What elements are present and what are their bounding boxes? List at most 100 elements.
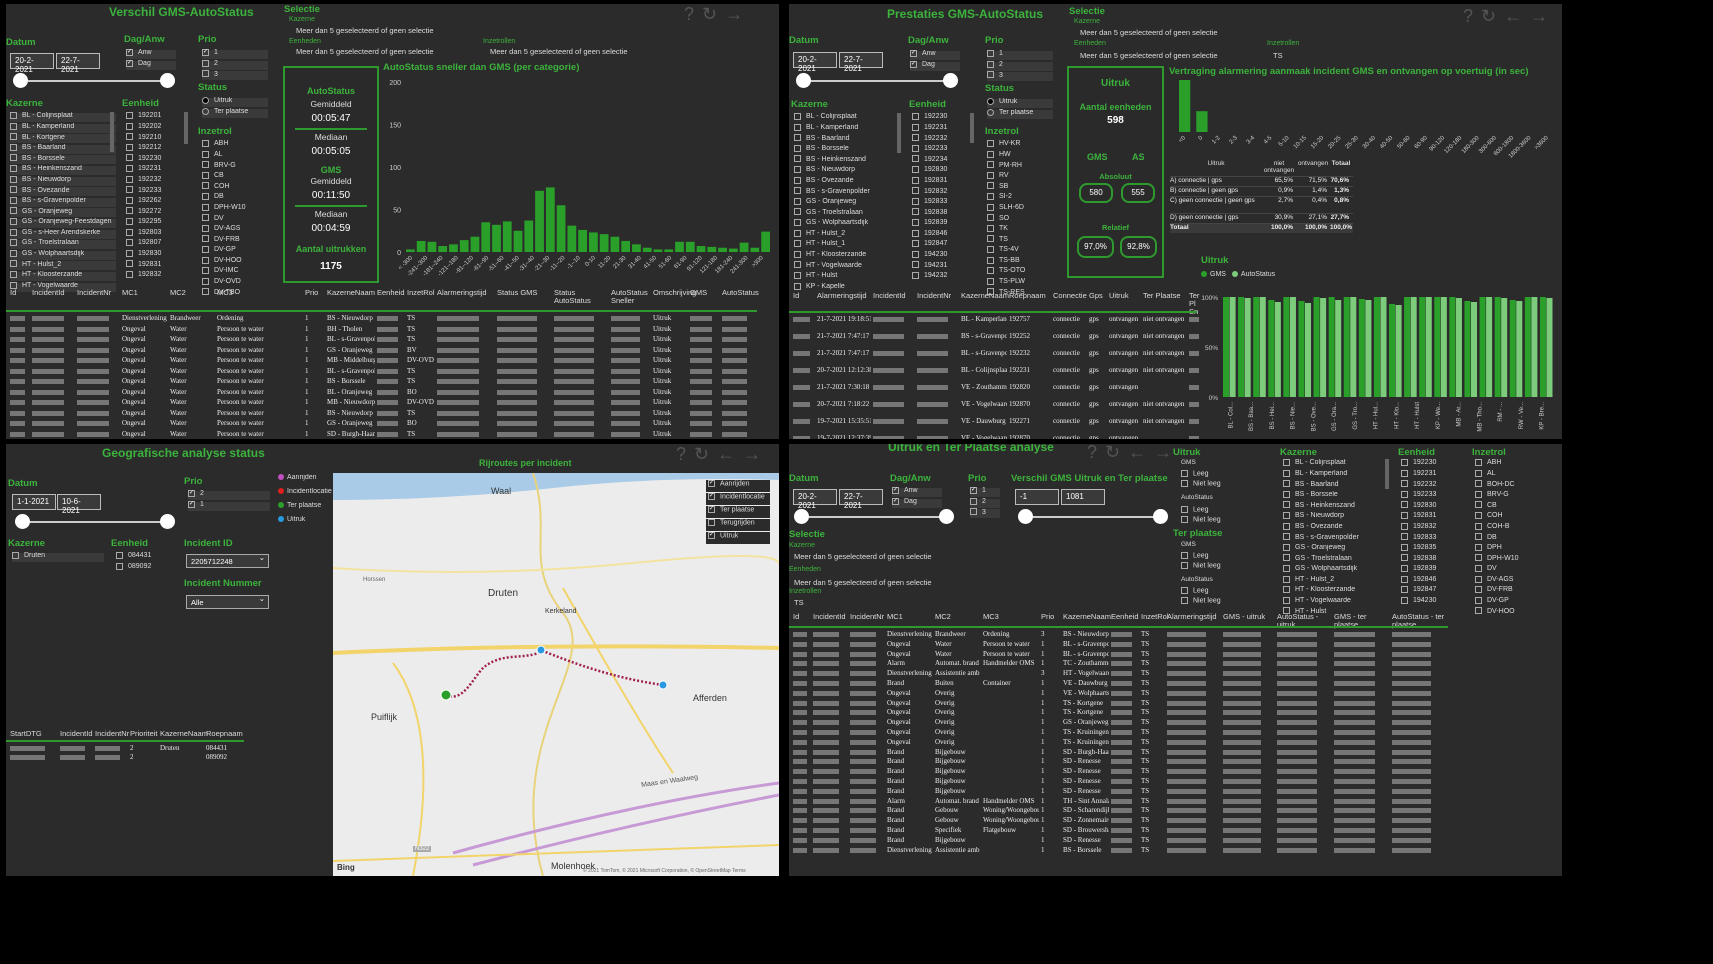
bar[interactable] — [621, 240, 631, 252]
list-item[interactable]: 192232 — [126, 175, 190, 187]
table-row[interactable]: Ongeval Water Persoon te water 1 BH - Tholen… — [6, 325, 757, 336]
layer-checkbox[interactable] — [708, 493, 715, 500]
list-item[interactable]: DPH-W10 — [202, 203, 274, 215]
bar-gms[interactable] — [1328, 297, 1335, 397]
checkbox[interactable] — [912, 134, 919, 142]
bar-autostatus[interactable] — [1486, 297, 1493, 397]
checkbox[interactable] — [10, 122, 17, 130]
list-item[interactable]: 192830 — [1401, 501, 1463, 512]
slider-handle-right[interactable] — [939, 509, 954, 524]
list-item[interactable]: HT - Hulst_2 — [10, 260, 116, 271]
column-header[interactable]: Status AutoStatus — [554, 288, 591, 305]
checkbox[interactable] — [202, 161, 209, 169]
table-row[interactable]: Ongeval Water Persoon te water 1 BS - Nieuwd… — [6, 409, 757, 420]
bar[interactable] — [707, 246, 717, 252]
checkbox[interactable] — [202, 277, 209, 285]
checkbox[interactable] — [202, 245, 209, 253]
checkbox[interactable] — [912, 155, 919, 163]
table-row[interactable]: Ongeval Water Persoon te water 1 BS - Borsse… — [6, 377, 757, 388]
checkbox[interactable] — [987, 214, 994, 222]
refresh-icon[interactable]: ↻ — [1481, 6, 1497, 26]
layer-checkbox[interactable] — [708, 519, 715, 526]
radio-button[interactable] — [202, 107, 209, 115]
table-row[interactable]: Ongeval Water Persoon te water 1 BL - s-Grav… — [789, 650, 1448, 660]
bar[interactable] — [578, 229, 587, 252]
list-item[interactable]: BS - Baarland — [1283, 480, 1391, 491]
table-row[interactable]: Dienstverlening Brandweer Ordening 3 BS - Ni… — [789, 630, 1448, 640]
table-row[interactable]: Ongeval Water Persoon te water 1 SD - Burgh-… — [6, 430, 757, 440]
table-row[interactable]: Ongeval Water Persoon te water 1 BL - Oranje… — [6, 388, 757, 399]
table-row[interactable]: Ongeval Water Persoon te water 1 GS - Oranje… — [6, 419, 757, 430]
date-to-input-4[interactable]: 22-7-2021 — [839, 489, 883, 510]
checkbox[interactable] — [912, 187, 919, 195]
list-item[interactable]: 192262 — [126, 196, 190, 208]
checkbox[interactable] — [1475, 554, 1482, 562]
column-header[interactable]: Uitruk — [1109, 291, 1129, 300]
list-item[interactable]: 192838 — [912, 208, 974, 219]
bar[interactable] — [653, 249, 663, 252]
checkbox[interactable] — [1401, 459, 1408, 466]
list-item[interactable]: 192838 — [1401, 554, 1463, 565]
checkbox[interactable] — [1283, 533, 1290, 541]
bar-autostatus[interactable] — [1289, 297, 1296, 397]
list-item[interactable]: 3 — [202, 70, 268, 81]
date-from-input-2[interactable]: 20-2-2021 — [793, 52, 837, 73]
checkbox[interactable] — [1283, 522, 1290, 530]
list-item[interactable]: HT - Hulst_2 — [794, 229, 904, 241]
checkbox[interactable] — [202, 203, 209, 211]
list-item[interactable]: BL - Kamperland — [794, 123, 904, 135]
column-header[interactable]: IncidentNr — [850, 612, 885, 621]
list-item[interactable]: GS - Oranjeweg — [794, 197, 904, 209]
list-item[interactable]: Anw — [910, 50, 960, 61]
column-header[interactable]: MC3 — [217, 288, 233, 297]
list-item[interactable]: GS - Oranjeweg — [10, 207, 116, 218]
checkbox[interactable] — [912, 250, 919, 258]
list-item[interactable]: 084431 — [116, 552, 176, 563]
list-item[interactable]: SI-2 — [987, 192, 1057, 204]
list-item[interactable]: DV-AGS — [1475, 575, 1547, 587]
list-item[interactable]: DV-HOO — [1475, 607, 1547, 618]
list-item[interactable]: 2 — [987, 60, 1053, 72]
checkbox[interactable] — [10, 249, 17, 257]
table-row[interactable]: Dienstverlening Assistentie amb 3 HT - Voge… — [789, 669, 1448, 679]
checkbox[interactable] — [1283, 511, 1290, 519]
checkbox[interactable] — [1401, 522, 1408, 530]
list-item[interactable]: 192230 — [912, 113, 974, 124]
list-item[interactable]: DPH — [1475, 543, 1547, 555]
list-item[interactable]: BS - Baarland — [794, 134, 904, 145]
bar-autostatus[interactable] — [1425, 297, 1432, 397]
checkbox[interactable] — [1283, 501, 1290, 509]
column-header[interactable]: IncidentNr — [77, 288, 112, 297]
list-item[interactable]: HT - Kloosterzande — [1283, 586, 1391, 597]
list-item[interactable]: BS - Heinkenszand — [1283, 501, 1391, 512]
bar[interactable] — [664, 249, 674, 252]
checkbox[interactable] — [912, 229, 919, 237]
map[interactable]: Waal Druten Kerkeland Puiflijk Afferden … — [333, 473, 779, 876]
list-item[interactable]: 1 — [987, 50, 1053, 61]
bar[interactable] — [1196, 111, 1208, 132]
bar[interactable] — [535, 190, 544, 252]
list-item[interactable]: 1 — [188, 500, 270, 512]
kazerne-scrollbar-2[interactable] — [897, 113, 901, 153]
checkbox[interactable] — [794, 282, 801, 290]
bar-autostatus[interactable] — [1259, 297, 1266, 397]
checkbox[interactable] — [1475, 586, 1482, 594]
list-item[interactable]: SLH-6D — [987, 203, 1057, 215]
checkbox[interactable] — [188, 500, 195, 508]
radio-button[interactable] — [987, 98, 994, 105]
checkbox[interactable] — [202, 256, 209, 264]
checkbox[interactable] — [202, 214, 209, 222]
matrix-column-header[interactable]: Uitruk — [1207, 160, 1225, 167]
column-header[interactable]: KazerneNaam — [160, 729, 208, 738]
checkbox[interactable] — [202, 267, 209, 275]
checkbox[interactable] — [10, 112, 17, 119]
list-item[interactable]: HT - Vogelwaarde — [10, 281, 116, 293]
checkbox[interactable] — [126, 239, 133, 247]
list-item[interactable]: 089092 — [116, 562, 176, 574]
checkbox[interactable] — [126, 196, 133, 204]
date-from-input-3[interactable]: 1-1-2021 — [12, 494, 56, 510]
checkbox[interactable] — [126, 112, 133, 119]
column-header[interactable]: Connectie — [1053, 291, 1087, 300]
list-item[interactable]: 192295 — [126, 217, 190, 229]
